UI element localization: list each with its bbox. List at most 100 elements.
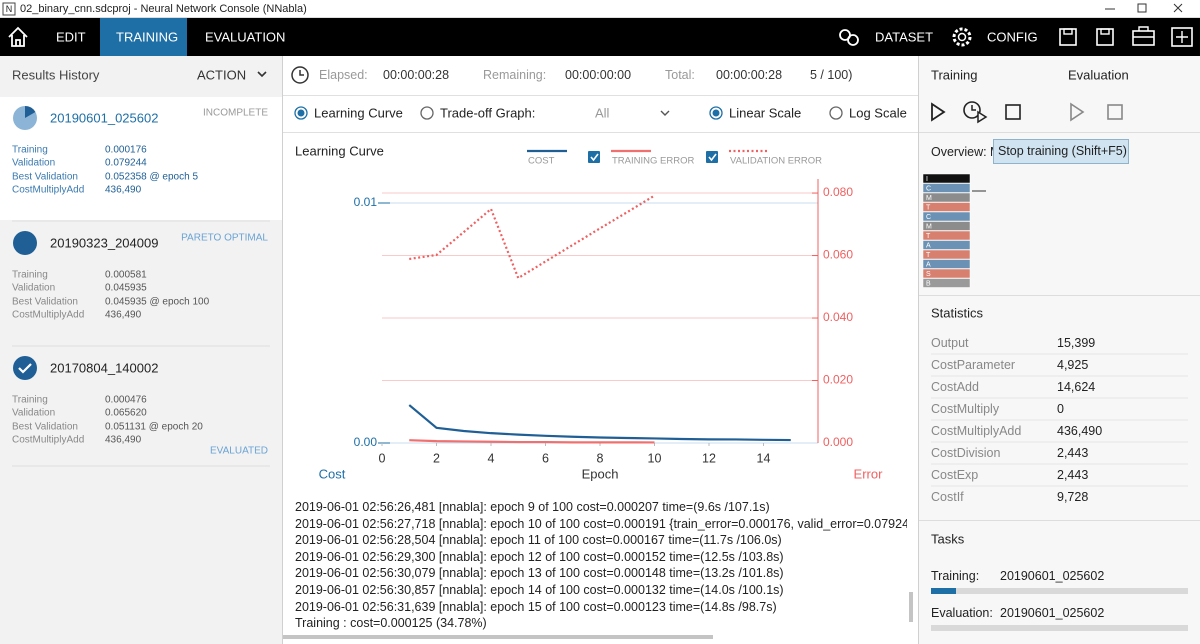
divider <box>283 132 918 133</box>
radio-label[interactable]: Learning Curve <box>314 105 403 121</box>
radio-button[interactable] <box>420 106 434 120</box>
metric-label: Training <box>12 144 48 156</box>
status-value: 00:00:00:00 <box>565 68 632 82</box>
close-button[interactable] <box>1173 3 1183 13</box>
action-menu[interactable]: ACTION <box>197 67 247 83</box>
start-evaluation-button[interactable] <box>1070 102 1085 122</box>
stat-value: 2,443 <box>1057 468 1089 482</box>
epoch-progress: 5 / 100) <box>810 68 853 82</box>
metric-label: CostMultiplyAdd <box>12 309 85 321</box>
metric-label: Best Validation <box>12 171 78 183</box>
clock-icon <box>291 66 309 84</box>
task-label: Evaluation: <box>931 606 993 620</box>
fit-arrows <box>1176 31 1188 43</box>
scrollbar-h[interactable] <box>283 635 713 639</box>
stat-value: 14,624 <box>1057 380 1096 394</box>
selected-card <box>0 97 282 220</box>
save-icon[interactable] <box>1059 28 1077 46</box>
tooltip-text: Stop training (Shift+F5) <box>998 144 1127 158</box>
toolbox-icon[interactable] <box>1132 30 1155 46</box>
status-value: 00:00:00:28 <box>716 68 783 82</box>
radio-label[interactable]: Log Scale <box>849 105 907 121</box>
checkbox-check <box>590 153 599 162</box>
x-tick-label: 4 <box>488 451 495 465</box>
divider <box>919 132 1200 133</box>
legend-checkbox[interactable] <box>588 151 600 163</box>
radio-button[interactable] <box>829 106 843 120</box>
progress-track <box>931 588 1188 594</box>
task-label: Training: <box>931 569 980 583</box>
dataset-icon[interactable] <box>847 34 859 46</box>
scrollbar-v[interactable] <box>909 592 913 622</box>
dropdown[interactable]: All <box>595 105 610 121</box>
metric-label: Best Validation <box>12 296 78 308</box>
metric-label: Training <box>12 269 48 281</box>
metric-value: 436,490 <box>105 434 142 446</box>
layer-block <box>922 192 971 203</box>
layer-block <box>922 173 971 184</box>
config-icon[interactable] <box>952 27 972 47</box>
radio-dot <box>297 109 305 117</box>
panel-title: Results History <box>12 67 100 83</box>
tooltip <box>993 139 1129 164</box>
layer-letter: B <box>926 280 931 287</box>
config-icon[interactable] <box>957 32 967 42</box>
nav-button[interactable]: CONFIG <box>987 29 1038 45</box>
clock-hands <box>299 70 304 76</box>
stat-label: CostDivision <box>931 446 1001 460</box>
result-status: PARETO OPTIMAL <box>181 232 268 244</box>
nav-tab[interactable]: EVALUATION <box>205 29 286 45</box>
layer-block <box>922 268 971 279</box>
layer-letter: A <box>926 261 931 268</box>
result-name[interactable]: 20170804_140002 <box>50 360 159 376</box>
result-status: EVALUATED <box>210 445 268 457</box>
status-value: 00:00:00:28 <box>383 68 450 82</box>
result-status: INCOMPLETE <box>202 107 268 119</box>
status-icon-wedge <box>25 106 36 118</box>
x-tick-label: 6 <box>542 451 549 465</box>
layer-block <box>922 183 971 193</box>
layer-letter: M <box>926 195 932 202</box>
y2-axis-label: Error <box>854 466 884 481</box>
home-icon[interactable] <box>8 26 28 47</box>
fit-icon[interactable] <box>1171 27 1193 47</box>
resume-icon-detail <box>971 105 988 124</box>
start-training-button[interactable] <box>931 102 946 122</box>
divider <box>919 295 1200 296</box>
nav-button[interactable]: DATASET <box>875 29 934 45</box>
metric-value: 0.065620 <box>105 407 147 419</box>
metric-value: 0.051131 @ epoch 20 <box>105 421 203 433</box>
stat-label: CostMultiplyAdd <box>931 424 1022 438</box>
status-label: Total: <box>665 68 695 82</box>
stat-label: CostAdd <box>931 380 979 394</box>
resume-training-button[interactable] <box>963 101 981 119</box>
section-title: Tasks <box>931 531 965 547</box>
save-icon[interactable] <box>1096 28 1114 46</box>
log-area: 2019-06-01 02:56:26,481 [nnabla]: epoch … <box>283 502 907 632</box>
toolbox-handle <box>1133 26 1154 38</box>
legend-label: TRAINING ERROR <box>612 156 694 167</box>
series-line <box>408 404 791 442</box>
nav-tab[interactable]: EDIT <box>56 29 86 45</box>
radio-label[interactable]: Linear Scale <box>729 105 802 121</box>
checkbox-check <box>708 153 717 162</box>
result-name[interactable]: 20190601_025602 <box>50 110 159 126</box>
stop-evaluation-button[interactable] <box>1107 104 1123 120</box>
nav-tab[interactable]: TRAINING <box>116 29 179 45</box>
stop-training-button[interactable] <box>1005 104 1021 120</box>
divider <box>283 95 918 96</box>
section-title: Evaluation <box>1068 67 1129 83</box>
layer-block <box>922 211 971 222</box>
stat-value: 15,399 <box>1057 336 1096 350</box>
x-tick-label: 0 <box>379 451 386 465</box>
stat-label: CostParameter <box>931 358 1016 372</box>
maximize-button[interactable] <box>1137 3 1147 13</box>
metric-label: Validation <box>12 157 56 169</box>
metric-value: 436,490 <box>105 309 142 321</box>
legend-checkbox[interactable] <box>706 151 718 163</box>
result-name[interactable]: 20190323_204009 <box>50 235 159 251</box>
radio-label[interactable]: Trade-off Graph: <box>440 105 536 121</box>
status-icon <box>13 356 37 380</box>
layer-block <box>922 259 971 269</box>
